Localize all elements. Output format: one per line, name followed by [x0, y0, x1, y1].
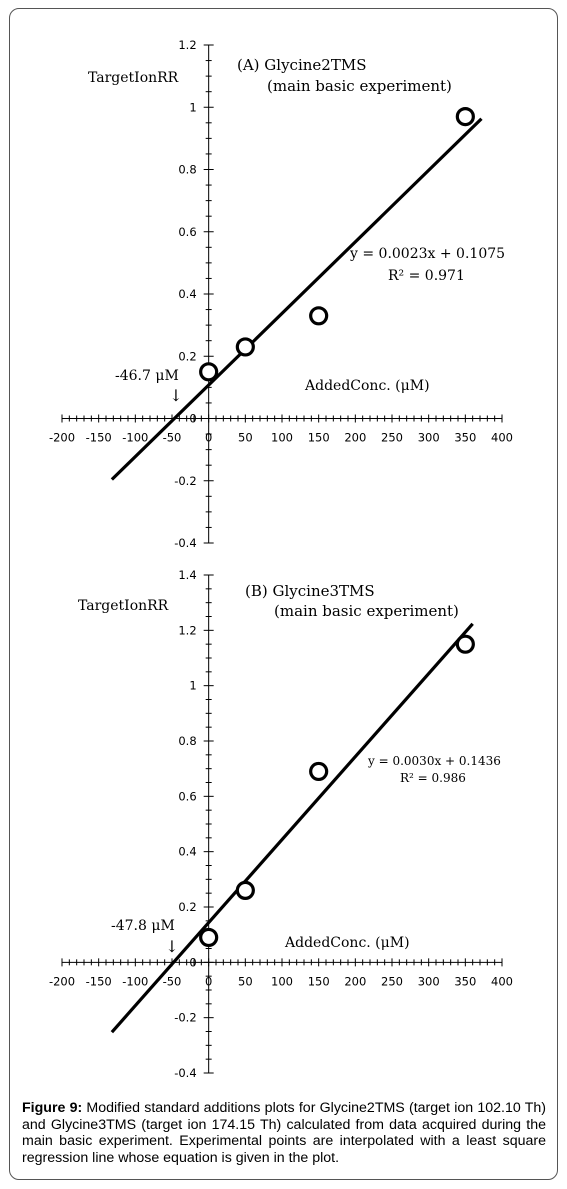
down-arrow-icon: ↓: [165, 937, 178, 956]
x-intercept-label: -47.8 μM: [111, 918, 175, 934]
x-tick-label: 300: [418, 431, 440, 445]
x-tick-label: -50: [163, 431, 182, 445]
figure-frame: [9, 8, 558, 1180]
x-tick-label: -100: [122, 974, 148, 988]
y-tick-label: -0.2: [174, 474, 196, 488]
x-tick-label: -150: [86, 431, 112, 445]
y-tick-label: 1: [189, 100, 196, 114]
x-tick-label: 100: [271, 431, 293, 445]
y-tick-label: -0.4: [174, 536, 196, 550]
y-tick-label: 0.8: [178, 163, 196, 177]
y-tick-label: -0.2: [174, 1011, 196, 1025]
r-squared-label: R² = 0.971: [388, 268, 465, 284]
y-tick-label: 0: [189, 955, 196, 969]
y-tick-label: 0: [189, 412, 196, 426]
x-tick-label: 200: [344, 974, 366, 988]
x-tick-label: 150: [308, 974, 330, 988]
y-tick-label: 0.4: [178, 287, 196, 301]
x-tick-label: -150: [86, 974, 112, 988]
chart-a: -200 -150 -100 -50 0 50 100 150 200 250 300 350 400 -…: [49, 38, 513, 550]
data-point: [199, 362, 219, 382]
x-tick-label: 100: [271, 974, 293, 988]
y-tick-label: 0.6: [178, 789, 196, 803]
x-tick-label: 50: [238, 431, 253, 445]
caption-label: Figure 9:: [22, 1100, 83, 1116]
x-axis-label: AddedConc. (μM): [284, 935, 410, 951]
x-tick-label: 250: [381, 974, 403, 988]
regression-equation: y = 0.0023x + 0.1075: [349, 246, 505, 262]
x-tick-label: -100: [122, 431, 148, 445]
panel-subtitle: (main basic experiment): [274, 602, 459, 620]
x-tick-label: 350: [454, 974, 476, 988]
y-tick-label: 0.4: [178, 845, 196, 859]
y-axis-label: TargetIonRR: [78, 598, 169, 614]
y-tick-label: 0.8: [178, 734, 196, 748]
x-tick-label: 150: [308, 431, 330, 445]
data-point: [455, 634, 475, 654]
y-tick-label: 1.2: [178, 623, 196, 637]
x-tick-label: -200: [49, 431, 75, 445]
caption-text: Modified standard additions plots for Gl…: [22, 1100, 546, 1166]
y-tick-label: 0.2: [178, 900, 196, 914]
chart-b: -200 -150 -100 -50 0 50 100 150 200 250 300 350 400 -…: [49, 568, 513, 1080]
figure-caption: Figure 9: Modified standard additions pl…: [22, 1100, 546, 1166]
x-tick-label: 400: [491, 431, 513, 445]
data-point: [309, 306, 329, 326]
x-tick-label: 300: [418, 974, 440, 988]
y-tick-label: -0.4: [174, 1066, 196, 1080]
x-intercept-label: -46.7 μM: [115, 368, 179, 384]
x-tick-label: 250: [381, 431, 403, 445]
regression-line: [110, 622, 474, 1034]
x-tick-label: 200: [344, 431, 366, 445]
panel-title: (B) Glycine3TMS: [245, 582, 375, 600]
data-point: [455, 106, 475, 127]
down-arrow-icon: ↓: [169, 386, 182, 405]
y-tick-label: 1.2: [178, 38, 196, 52]
y-axis-label: TargetIonRR: [88, 70, 179, 86]
data-point: [199, 927, 219, 948]
data-point: [309, 761, 329, 782]
x-tick-label: -200: [49, 974, 75, 988]
r-squared-label: R² = 0.986: [400, 771, 466, 785]
x-tick-label: 350: [454, 431, 476, 445]
y-tick-label: 0.2: [178, 349, 196, 363]
data-point: [235, 337, 255, 357]
y-tick-label: 1.4: [178, 568, 196, 582]
y-tick-label: 0.6: [178, 225, 196, 239]
x-tick-label: 50: [238, 974, 253, 988]
x-tick-label: -50: [163, 974, 182, 988]
x-tick-label: 400: [491, 974, 513, 988]
y-tick-label: 1: [189, 679, 196, 693]
panel-subtitle: (main basic experiment): [267, 77, 452, 95]
x-axis-label: AddedConc. (μM): [304, 378, 430, 394]
regression-line: [110, 117, 483, 481]
regression-equation: y = 0.0030x + 0.1436: [367, 754, 501, 768]
panel-title: (A) Glycine2TMS: [237, 56, 366, 74]
data-point: [235, 880, 255, 900]
